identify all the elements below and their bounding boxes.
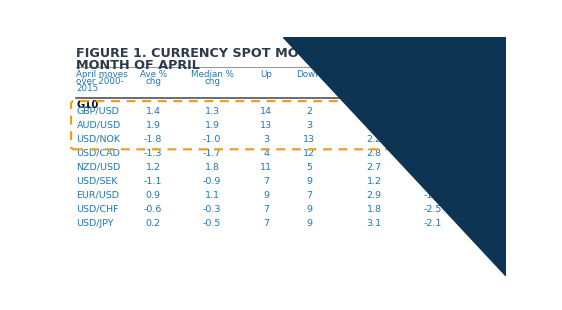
- Text: EUR/USD: EUR/USD: [76, 191, 120, 200]
- Text: -3.1: -3.1: [424, 107, 442, 116]
- Text: down: down: [421, 84, 445, 93]
- Text: GBP/USD: GBP/USD: [76, 107, 119, 116]
- Text: Ave %: Ave %: [139, 69, 167, 78]
- Text: 3.1: 3.1: [366, 121, 382, 130]
- Text: 2.9: 2.9: [366, 191, 382, 200]
- Text: Median %: Median %: [191, 69, 234, 78]
- Text: -2.7: -2.7: [424, 135, 442, 144]
- Text: 1.1: 1.1: [205, 191, 220, 200]
- Text: -1.8: -1.8: [144, 135, 162, 144]
- Text: NZD/USD: NZD/USD: [76, 162, 121, 171]
- Text: -3.0: -3.0: [424, 177, 442, 186]
- Text: 2.8: 2.8: [366, 148, 382, 157]
- Text: USD/NOK: USD/NOK: [76, 135, 120, 144]
- Text: 3.1: 3.1: [366, 219, 382, 228]
- Text: 9: 9: [306, 219, 312, 228]
- Text: 7: 7: [264, 177, 269, 186]
- Text: 3: 3: [263, 135, 269, 144]
- Text: -2.0: -2.0: [424, 162, 442, 171]
- Text: 13: 13: [303, 135, 315, 144]
- Text: Down: Down: [297, 69, 321, 78]
- Text: Ave %: Ave %: [419, 69, 447, 78]
- Text: 1.2: 1.2: [146, 162, 161, 171]
- Text: chg: chg: [204, 77, 220, 86]
- Text: over 2000-: over 2000-: [76, 77, 124, 86]
- Text: -1.7: -1.7: [424, 191, 442, 200]
- Text: 9: 9: [264, 191, 269, 200]
- Text: -2.1: -2.1: [424, 219, 442, 228]
- Text: USD/JPY: USD/JPY: [76, 219, 114, 228]
- Text: 1.8: 1.8: [205, 162, 220, 171]
- Text: 7: 7: [264, 205, 269, 214]
- Text: April moves: April moves: [76, 69, 128, 78]
- Text: -3.4: -3.4: [424, 121, 442, 130]
- Text: Ave %: Ave %: [360, 69, 388, 78]
- Text: 7: 7: [306, 191, 312, 200]
- Text: USD/CHF: USD/CHF: [76, 205, 119, 214]
- Text: -1.1: -1.1: [144, 177, 162, 186]
- Text: -1.0: -1.0: [203, 135, 221, 144]
- Text: 12: 12: [303, 148, 315, 157]
- Text: USD/CAD: USD/CAD: [76, 148, 120, 157]
- Text: G10: G10: [76, 100, 99, 109]
- Text: 2.7: 2.7: [366, 162, 382, 171]
- Text: 0.2: 0.2: [146, 219, 161, 228]
- Text: 1.9: 1.9: [205, 121, 220, 130]
- Text: AUD/USD: AUD/USD: [76, 121, 121, 130]
- Text: years: years: [362, 84, 386, 93]
- Text: -2.7: -2.7: [424, 148, 442, 157]
- Text: 2.2: 2.2: [366, 135, 382, 144]
- Text: 1.2: 1.2: [366, 177, 382, 186]
- Text: 9: 9: [306, 177, 312, 186]
- Text: -0.3: -0.3: [203, 205, 221, 214]
- Text: years: years: [421, 91, 445, 100]
- Text: 5: 5: [306, 162, 312, 171]
- Text: 1.8: 1.8: [366, 205, 382, 214]
- Text: loss in: loss in: [419, 77, 447, 86]
- Text: -0.5: -0.5: [203, 219, 221, 228]
- Text: gain in up: gain in up: [352, 77, 396, 86]
- Text: USD/SEK: USD/SEK: [76, 177, 118, 186]
- Text: 7: 7: [264, 219, 269, 228]
- Text: -1.7: -1.7: [203, 148, 221, 157]
- Text: -0.6: -0.6: [144, 205, 162, 214]
- Text: 1.3: 1.3: [205, 107, 220, 116]
- Text: 11: 11: [260, 162, 273, 171]
- Text: Up: Up: [260, 69, 272, 78]
- Text: 14: 14: [260, 107, 273, 116]
- Text: 2.1: 2.1: [366, 107, 382, 116]
- Text: 3: 3: [306, 121, 312, 130]
- Text: 2: 2: [306, 107, 312, 116]
- Text: MONTH OF APRIL: MONTH OF APRIL: [76, 59, 200, 72]
- Text: -2.5: -2.5: [424, 205, 442, 214]
- Text: 1.4: 1.4: [146, 107, 161, 116]
- Text: 2015: 2015: [76, 84, 99, 93]
- Text: 13: 13: [260, 121, 273, 130]
- Text: -1.3: -1.3: [144, 148, 162, 157]
- Text: FIGURE 1. CURRENCY SPOT MOVES DURING THE: FIGURE 1. CURRENCY SPOT MOVES DURING THE: [76, 47, 420, 60]
- Text: 4: 4: [264, 148, 269, 157]
- Text: 1.9: 1.9: [146, 121, 161, 130]
- Text: 0.9: 0.9: [146, 191, 161, 200]
- Polygon shape: [283, 37, 506, 276]
- Text: -0.9: -0.9: [203, 177, 221, 186]
- Text: chg: chg: [145, 77, 161, 86]
- Text: 9: 9: [306, 205, 312, 214]
